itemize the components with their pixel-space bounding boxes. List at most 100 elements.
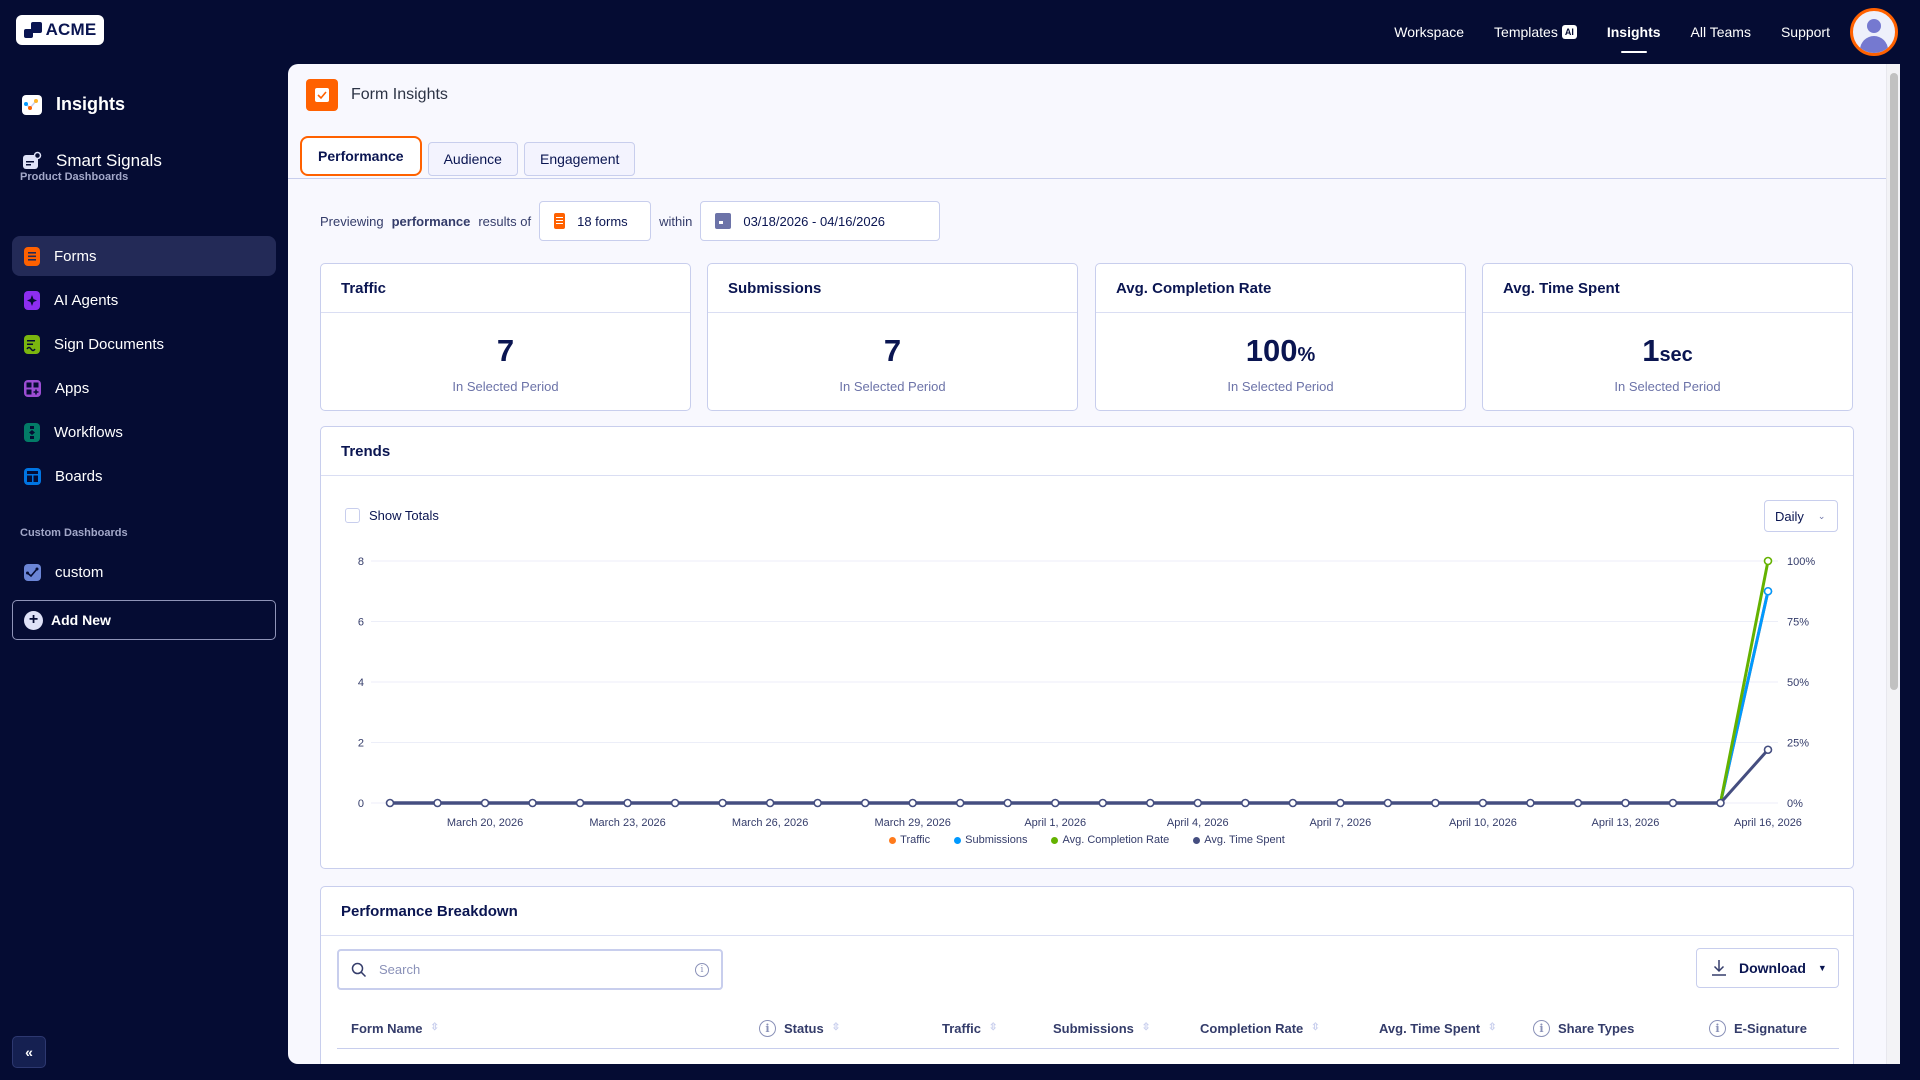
show-totals-toggle[interactable]: Show Totals (345, 508, 439, 523)
insight-tabs: Performance Audience Engagement (300, 136, 636, 176)
column-traffic[interactable]: Traffic ⇳ (942, 1020, 998, 1036)
legend-item-submissions[interactable]: Submissions (954, 834, 1027, 846)
avatar-body-icon (1860, 36, 1888, 53)
main-content-panel: Form Insights Performance Audience Engag… (288, 64, 1900, 1064)
custom-dashboards-heading: Custom Dashboards (20, 527, 128, 539)
legend-label: Avg. Time Spent (1204, 834, 1285, 846)
vertical-scrollbar[interactable] (1886, 64, 1900, 1064)
user-avatar[interactable] (1850, 8, 1898, 56)
interval-dropdown[interactable]: Daily ⌄ (1764, 500, 1838, 532)
date-range-value: 03/18/2026 - 04/16/2026 (743, 213, 886, 229)
calendar-icon (715, 213, 732, 229)
forms-selector[interactable]: 18 forms (539, 201, 652, 241)
svg-text:100%: 100% (1787, 556, 1815, 568)
legend-label: Avg. Completion Rate (1062, 834, 1170, 846)
svg-text:0%: 0% (1787, 798, 1803, 810)
legend-item-avg-completion-rate[interactable]: Avg. Completion Rate (1051, 834, 1169, 846)
logo-mark-icon (23, 22, 42, 38)
top-navigation-bar: ACME Workspace Templates AI Insights All … (0, 0, 1920, 64)
svg-text:April 7, 2026: April 7, 2026 (1309, 817, 1371, 829)
tab-audience[interactable]: Audience (427, 142, 518, 176)
stat-subtitle: In Selected Period (839, 379, 946, 394)
column-form-name[interactable]: Form Name ⇳ (351, 1020, 439, 1036)
nav-workspace[interactable]: Workspace (1394, 0, 1464, 64)
sidebar-smart-signals-label: Smart Signals (56, 151, 162, 170)
page-title: Form Insights (351, 86, 448, 103)
nav-support[interactable]: Support (1781, 0, 1830, 64)
sidebar-item-custom-label: custom (55, 563, 104, 581)
column-status[interactable]: i Status ⇳ (759, 1007, 840, 1049)
sidebar-item-ai-agents[interactable]: AI Agents (12, 280, 276, 320)
performance-breakdown-card: Performance Breakdown i Download ▼ Form … (320, 886, 1854, 1064)
sidebar-item-workflows-label: Workflows (54, 423, 123, 441)
column-share-types[interactable]: i Share Types (1533, 1007, 1634, 1049)
sidebar-item-custom[interactable]: custom (12, 552, 276, 592)
sidebar-item-ai-agents-label: AI Agents (54, 291, 119, 309)
sidebar-item-boards-label: Boards (55, 467, 103, 485)
svg-text:6: 6 (358, 617, 364, 629)
column-submissions[interactable]: Submissions ⇳ (1053, 1020, 1151, 1036)
interval-value: Daily (1775, 508, 1804, 524)
sort-icon: ⇳ (1311, 1022, 1320, 1033)
svg-text:April 4, 2026: April 4, 2026 (1167, 817, 1229, 829)
svg-text:April 13, 2026: April 13, 2026 (1592, 817, 1660, 829)
download-button[interactable]: Download ▼ (1696, 948, 1839, 988)
sidebar-item-apps[interactable]: Apps (12, 368, 276, 408)
sidebar-insights-label: Insights (56, 94, 126, 114)
logo-text: ACME (45, 20, 97, 39)
nav-templates[interactable]: Templates AI (1494, 0, 1577, 64)
trends-line-chart[interactable]: 0 2 4 6 8 0% 25% 50% 75% 100% March 20, 2026 March … (321, 547, 1855, 837)
nav-insights[interactable]: Insights (1607, 0, 1661, 64)
tab-engagement[interactable]: Engagement (523, 142, 636, 176)
legend-dot-icon (1051, 836, 1059, 844)
stat-value: 1sec (1642, 333, 1693, 368)
sidebar-item-workflows[interactable]: Workflows (12, 412, 276, 452)
svg-text:25%: 25% (1787, 738, 1809, 750)
insights-logo-icon (22, 94, 42, 115)
chevron-down-icon: ⌄ (1817, 510, 1826, 521)
legend-label: Submissions (965, 834, 1028, 846)
legend-dot-icon (954, 836, 962, 844)
legend-item-avg-time-spent[interactable]: Avg. Time Spent (1193, 834, 1285, 846)
tab-performance[interactable]: Performance (300, 136, 422, 176)
acme-logo[interactable]: ACME (16, 15, 104, 45)
info-icon[interactable]: i (695, 962, 709, 977)
search-field[interactable]: i (337, 949, 723, 990)
svg-text:75%: 75% (1787, 617, 1809, 629)
caret-down-icon: ▼ (1817, 963, 1827, 973)
legend-item-traffic[interactable]: Traffic (889, 834, 930, 846)
chart-legend: Traffic Submissions Avg. Completion Rate Av… (321, 834, 1853, 846)
stat-value: 100% (1245, 333, 1316, 368)
legend-label: Traffic (900, 834, 931, 846)
form-icon (554, 213, 566, 229)
svg-text:April 10, 2026: April 10, 2026 (1449, 817, 1517, 829)
sidebar-item-boards[interactable]: Boards (12, 456, 276, 496)
show-totals-checkbox[interactable] (345, 508, 360, 523)
sign-documents-icon (24, 334, 40, 354)
column-avg-time-spent[interactable]: Avg. Time Spent ⇳ (1379, 1020, 1497, 1036)
collapse-sidebar-button[interactable]: « (12, 1036, 46, 1068)
stat-title: Avg. Time Spent (1483, 264, 1852, 313)
column-completion-rate[interactable]: Completion Rate ⇳ (1200, 1020, 1320, 1036)
breakdown-table-header: Form Name ⇳ i Status ⇳ Traffic ⇳ Submissions… (337, 1007, 1839, 1049)
sidebar-insights[interactable]: Insights (22, 94, 125, 115)
column-e-signature[interactable]: i E-Signature (1709, 1007, 1807, 1049)
svg-text:March 26, 2026: March 26, 2026 (732, 817, 808, 829)
breakdown-title: Performance Breakdown (321, 887, 1853, 936)
sidebar-item-sign-documents[interactable]: Sign Documents (12, 324, 276, 364)
download-label: Download (1739, 960, 1806, 976)
svg-text:0: 0 (358, 798, 364, 810)
search-input[interactable] (379, 962, 683, 977)
double-chevron-left-icon: « (25, 1044, 33, 1060)
add-new-label: Add New (51, 612, 111, 628)
avatar-head-icon (1867, 19, 1881, 33)
info-icon: i (1533, 1019, 1550, 1037)
nav-all-teams[interactable]: All Teams (1691, 0, 1751, 64)
forms-icon (24, 246, 40, 266)
scrollbar-thumb[interactable] (1890, 73, 1898, 690)
date-range-picker[interactable]: 03/18/2026 - 04/16/2026 (700, 201, 941, 241)
add-new-dashboard-button[interactable]: + Add New (12, 600, 276, 640)
stat-title: Submissions (708, 264, 1077, 313)
sidebar-smart-signals[interactable]: Smart Signals (22, 151, 162, 171)
sidebar-item-forms[interactable]: Forms (12, 236, 276, 276)
